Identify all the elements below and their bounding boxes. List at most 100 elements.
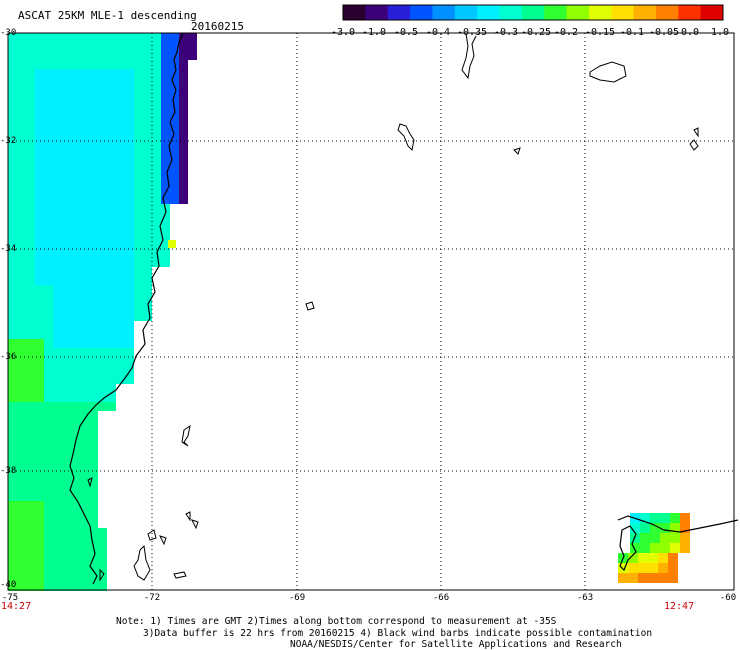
- swath-pixel: [71, 267, 80, 276]
- swath-pixel: [143, 312, 152, 321]
- swath-pixel: [89, 564, 98, 573]
- swath-pixel: [35, 357, 44, 366]
- swath-pixel: [89, 123, 98, 132]
- swath-pixel: [53, 312, 62, 321]
- swath-pixel: [35, 105, 44, 114]
- colorbar-label: -1.0: [361, 27, 387, 38]
- swath-pixel: [44, 447, 53, 456]
- swath-pixel: [8, 294, 17, 303]
- swath-pixel: [134, 249, 143, 258]
- swath-pixel: [17, 285, 26, 294]
- swath-pixel: [17, 42, 26, 51]
- swath-pixel: [116, 303, 125, 312]
- swath-pixel: [98, 573, 107, 582]
- swath-pixel: [116, 366, 125, 375]
- swath-pixel: [125, 330, 134, 339]
- swath-pixel: [62, 294, 71, 303]
- swath-pixel: [62, 357, 71, 366]
- swath-pixel: [62, 33, 71, 42]
- swath-pixel: [125, 132, 134, 141]
- swath-pixel: [125, 222, 134, 231]
- swath-pixel: [26, 321, 35, 330]
- swath-pixel: [8, 240, 17, 249]
- swath-pixel: [35, 249, 44, 258]
- swath-pixel: [53, 510, 62, 519]
- colorbar-segment: [700, 5, 724, 20]
- swath-pixel: [62, 222, 71, 231]
- swath-pixel: [35, 546, 44, 555]
- swath-pixel: [170, 33, 179, 42]
- swath-pixel: [89, 177, 98, 186]
- swath-pixel: [168, 240, 176, 248]
- colorbar-label: 1.0: [710, 27, 730, 38]
- swath-pixel: [80, 222, 89, 231]
- swath-pixel: [8, 321, 17, 330]
- swath-pixel: [80, 195, 89, 204]
- swath-pixel: [35, 78, 44, 87]
- swath-pixel: [62, 312, 71, 321]
- swath-pixel: [35, 123, 44, 132]
- colorbar-segment: [387, 5, 411, 20]
- swath-pixel: [107, 204, 116, 213]
- swath-pixel: [71, 375, 80, 384]
- swath-pixel: [107, 393, 116, 402]
- swath-pixel: [62, 186, 71, 195]
- swath-pixel: [8, 357, 17, 366]
- swath-pixel: [98, 348, 107, 357]
- swath-pixel: [80, 438, 89, 447]
- colorbar-segment: [611, 5, 635, 20]
- swath-pixel: [116, 195, 125, 204]
- swath-pixel: [143, 159, 152, 168]
- swath-pixel: [89, 393, 98, 402]
- swath-pixel: [8, 474, 17, 483]
- swath-pixel: [134, 177, 143, 186]
- swath-pixel: [35, 204, 44, 213]
- swath-pixel: [98, 366, 107, 375]
- swath-pixel: [98, 51, 107, 60]
- swath-pixel: [179, 123, 188, 132]
- swath-pixel: [62, 420, 71, 429]
- swath-pixel: [80, 87, 89, 96]
- swath-pixel: [98, 141, 107, 150]
- swath-pixel: [26, 168, 35, 177]
- swath-pixel: [638, 553, 648, 563]
- swath-pixel: [44, 474, 53, 483]
- swath-pixel: [35, 366, 44, 375]
- swath-pixel: [89, 537, 98, 546]
- swath-pixel: [8, 411, 17, 420]
- swath-pixel: [89, 411, 98, 420]
- swath-pixel: [44, 483, 53, 492]
- swath-pixel: [44, 330, 53, 339]
- swath-pixel: [125, 96, 134, 105]
- swath-pixel: [80, 411, 89, 420]
- swath-pixel: [44, 573, 53, 582]
- swath-pixel: [8, 78, 17, 87]
- swath-pixel: [89, 330, 98, 339]
- swath-pixel: [35, 42, 44, 51]
- swath-pixel: [107, 87, 116, 96]
- swath-pixel: [80, 33, 89, 42]
- swath-pixel: [53, 276, 62, 285]
- swath-pixel: [89, 294, 98, 303]
- swath-pixel: [35, 141, 44, 150]
- lat-label: -40: [0, 580, 17, 590]
- swath-pixel: [630, 523, 640, 533]
- swath-pixel: [80, 285, 89, 294]
- swath-pixel: [62, 501, 71, 510]
- swath-pixel: [98, 195, 107, 204]
- swath-pixel: [62, 465, 71, 474]
- swath-pixel: [8, 429, 17, 438]
- swath-pixel: [152, 96, 161, 105]
- swath-pixel: [8, 96, 17, 105]
- swath-pixel: [8, 456, 17, 465]
- swath-pixel: [161, 213, 170, 222]
- swath-pixel: [62, 204, 71, 213]
- swath-pixel: [71, 573, 80, 582]
- swath-pixel: [53, 42, 62, 51]
- swath-pixel: [660, 533, 670, 543]
- swath-pixel: [116, 33, 125, 42]
- swath-pixel: [53, 393, 62, 402]
- swath-pixel: [89, 51, 98, 60]
- swath-pixel: [8, 393, 17, 402]
- swath-pixel: [98, 258, 107, 267]
